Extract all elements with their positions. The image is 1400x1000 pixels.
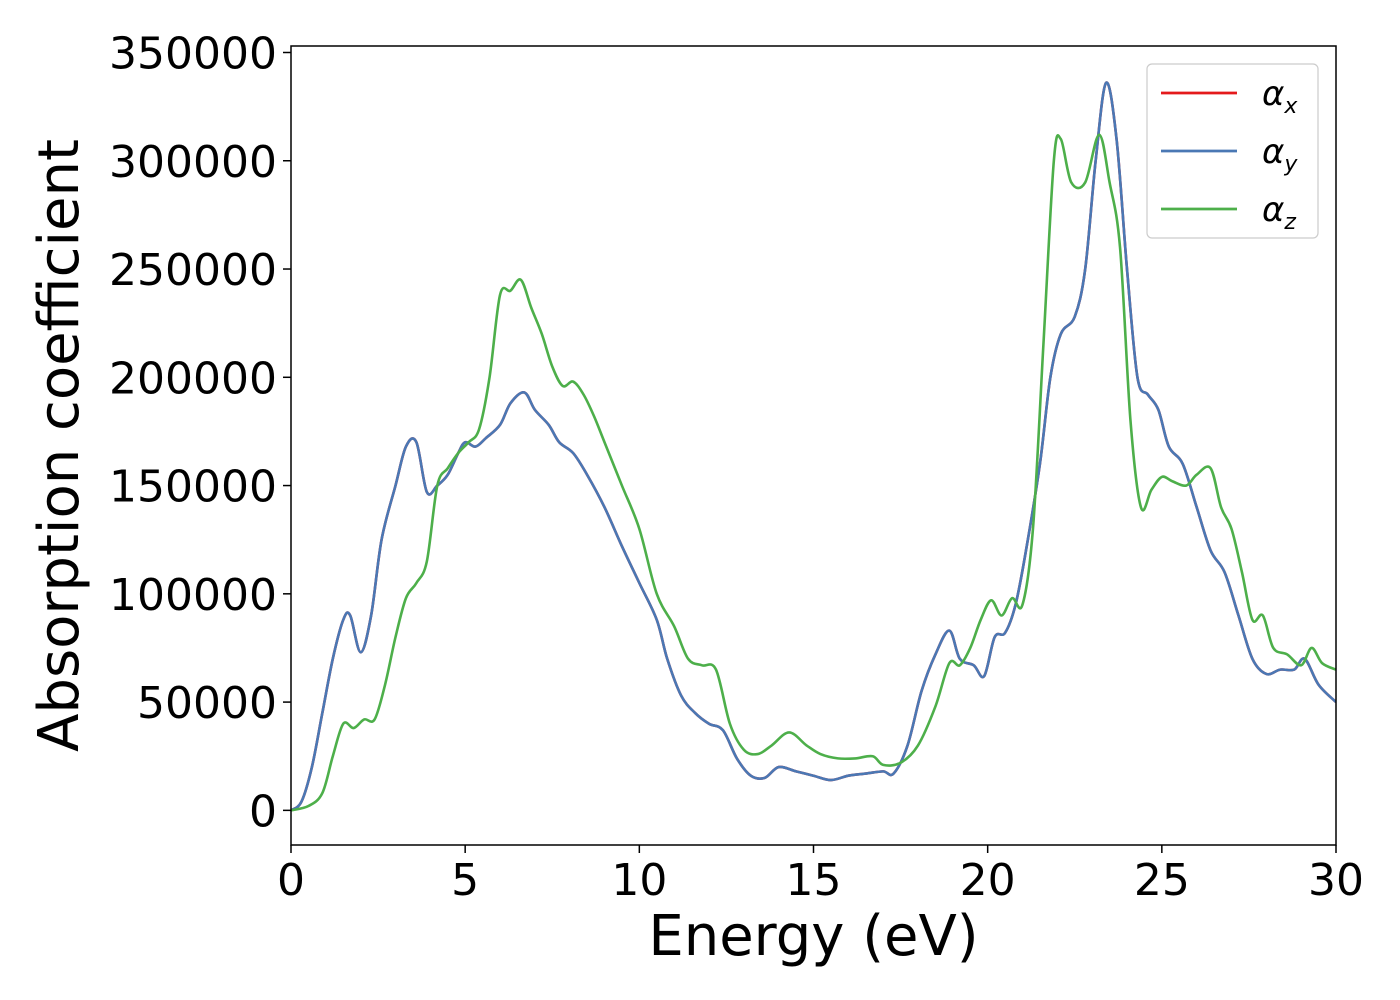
- x-tick-label: 10: [611, 855, 667, 906]
- plot-lines: [291, 81, 1336, 812]
- legend-label-y: αy: [1262, 132, 1298, 177]
- y-tick-label: 250000: [109, 245, 277, 296]
- y-tick-label: 150000: [109, 462, 277, 513]
- legend: αx αy αz: [1146, 63, 1319, 239]
- y-tick-label: 350000: [109, 28, 277, 79]
- series-line-z: [291, 133, 1336, 812]
- x-tick-label: 20: [960, 855, 1016, 906]
- x-tick-label: 0: [277, 855, 305, 906]
- x-axis-title: Energy (eV): [648, 904, 978, 969]
- y-tick-label: 0: [249, 786, 277, 837]
- legend-label-z: αz: [1262, 190, 1296, 235]
- y-tick-label: 100000: [109, 570, 277, 621]
- y-tick-label: 300000: [109, 137, 277, 188]
- y-axis-ticks: 0 50000 100000 150000 200000 250000 300000 3500…: [109, 28, 291, 837]
- x-tick-label: 30: [1308, 855, 1364, 906]
- legend-label-x: αx: [1262, 74, 1298, 119]
- x-axis-ticks: 0 5 10 15 20 25 30: [277, 845, 1364, 906]
- x-tick-label: 15: [786, 855, 842, 906]
- y-tick-label: 50000: [137, 678, 277, 729]
- y-tick-label: 200000: [109, 353, 277, 404]
- x-tick-label: 5: [451, 855, 479, 906]
- x-tick-label: 25: [1134, 855, 1190, 906]
- y-axis-title: Absorption coefficient: [27, 139, 92, 752]
